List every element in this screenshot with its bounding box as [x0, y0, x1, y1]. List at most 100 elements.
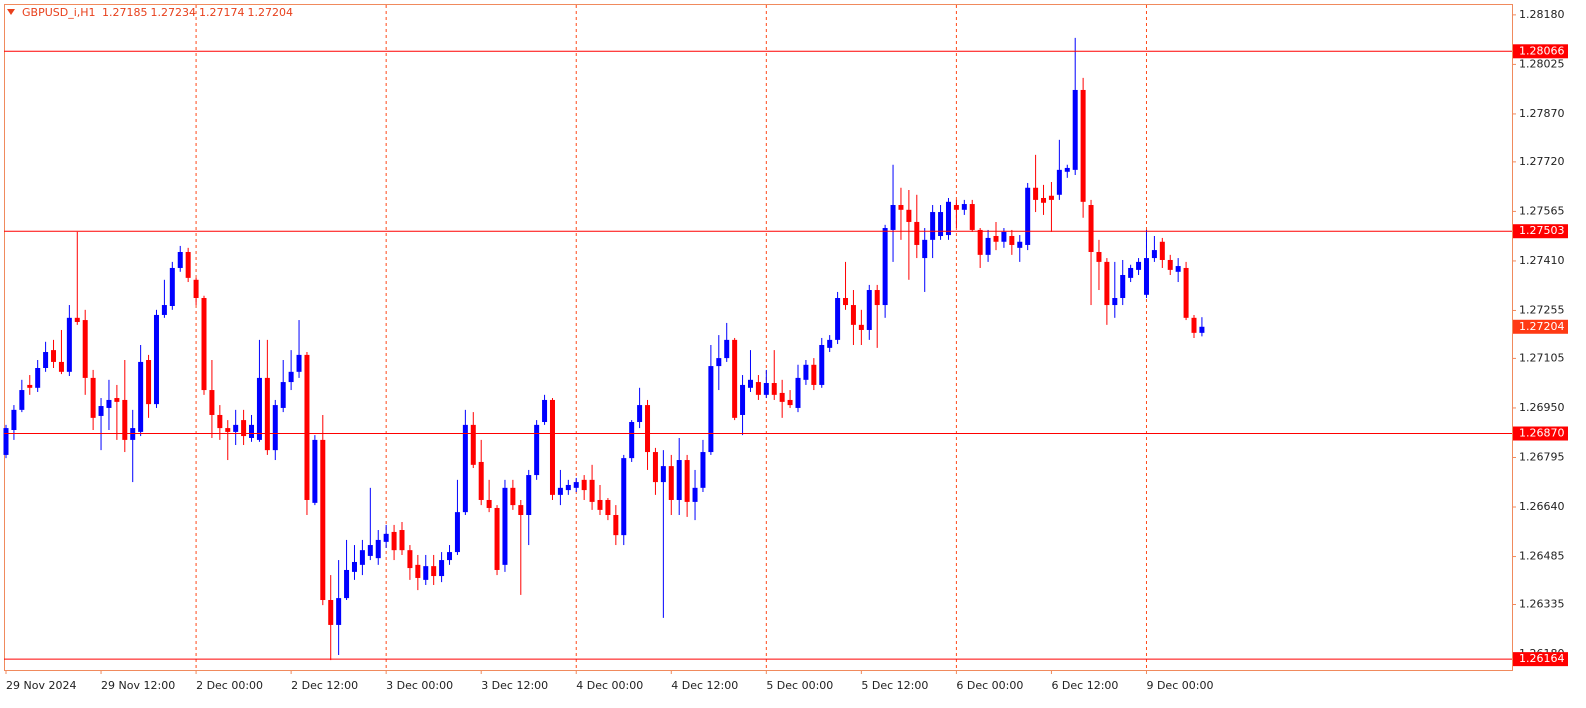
collapse-icon[interactable]	[7, 9, 15, 15]
candle-body	[803, 364, 809, 380]
candle-body	[439, 560, 445, 577]
candle-body	[106, 399, 112, 408]
header-low: 1.27174	[199, 6, 245, 19]
y-tick-label: 1.26335	[1519, 597, 1565, 610]
candle-body	[906, 209, 912, 222]
candle-body	[1096, 251, 1102, 262]
plot-border	[4, 4, 1513, 671]
candle-body	[391, 531, 397, 551]
candle-body	[399, 530, 405, 551]
candle-body	[716, 358, 722, 367]
x-tick-label: 5 Dec 12:00	[861, 679, 928, 692]
candle-body	[573, 482, 579, 488]
candle-body	[779, 392, 785, 402]
chart-title: GBPUSD_i,H1	[22, 6, 96, 19]
candle-body	[676, 460, 682, 500]
x-tick-label: 29 Nov 12:00	[101, 679, 175, 692]
x-tick-label: 29 Nov 2024	[6, 679, 76, 692]
candle-body	[288, 371, 294, 383]
candle-body	[407, 550, 413, 569]
candle-body	[344, 569, 350, 599]
candle-body	[518, 505, 524, 516]
candle-body	[1080, 89, 1086, 202]
candle-body	[637, 405, 643, 423]
candle-body	[1009, 236, 1015, 245]
candle-body	[177, 251, 183, 268]
candle-body	[146, 360, 152, 405]
y-tick-label: 1.27255	[1519, 303, 1565, 316]
header-high: 1.27234	[151, 6, 197, 19]
candle-body	[383, 533, 389, 542]
candle-body	[930, 212, 936, 240]
x-tick-label: 3 Dec 12:00	[481, 679, 548, 692]
candle-body	[684, 460, 690, 502]
candle-body	[605, 499, 611, 516]
candle-body	[185, 251, 191, 278]
candle-body	[193, 279, 199, 299]
candle-body	[328, 600, 334, 625]
x-tick-label: 4 Dec 00:00	[576, 679, 643, 692]
candle-body	[629, 422, 635, 459]
candle-body	[35, 367, 41, 388]
candle-body	[874, 290, 880, 306]
candle-body	[1191, 317, 1197, 333]
candle-body	[708, 366, 714, 453]
candle-body	[256, 377, 262, 440]
candle-body	[454, 512, 460, 553]
candle-body	[494, 507, 500, 570]
candle-body	[1167, 259, 1173, 270]
candle-body	[961, 204, 967, 210]
candle-body	[1088, 205, 1094, 252]
y-tick-label: 1.27410	[1519, 254, 1565, 267]
last-price-box	[1513, 319, 1568, 334]
candle-body	[819, 344, 825, 385]
candle-body	[589, 479, 595, 502]
candle-body	[985, 237, 991, 255]
candle-body	[1001, 231, 1007, 242]
candle-body	[510, 487, 516, 506]
candle-body	[1025, 187, 1031, 245]
candle-body	[359, 550, 365, 565]
y-tick-label: 1.26485	[1519, 550, 1565, 563]
x-tick-label: 3 Dec 00:00	[386, 679, 453, 692]
candle-body	[153, 314, 159, 405]
candle-body	[19, 390, 25, 410]
y-tick-label: 1.26640	[1519, 500, 1565, 513]
candle-body	[1017, 241, 1023, 248]
candle-body	[613, 515, 619, 536]
candle-body	[557, 487, 563, 495]
candle-body	[549, 399, 555, 495]
candle-body	[1143, 258, 1149, 295]
candle-body	[755, 382, 761, 395]
candle-body	[478, 461, 484, 500]
candle-body	[565, 484, 571, 491]
candle-body	[1120, 275, 1126, 299]
candle-body	[423, 566, 429, 580]
x-tick-label: 2 Dec 00:00	[196, 679, 263, 692]
candle-body	[724, 339, 730, 359]
candle-body	[233, 424, 239, 432]
y-tick-label: 1.27870	[1519, 107, 1565, 120]
candle-body	[835, 298, 841, 340]
level-label: 1.28066	[1519, 44, 1565, 57]
candle-body	[858, 324, 864, 330]
candle-body	[922, 239, 928, 259]
candle-body	[462, 424, 468, 513]
candle-body	[1128, 267, 1134, 278]
candle-body	[890, 205, 896, 230]
candle-body	[320, 439, 326, 601]
candle-body	[700, 452, 706, 488]
y-tick-label: 1.28025	[1519, 57, 1565, 70]
candle-body	[811, 364, 817, 385]
candle-body	[217, 414, 223, 429]
candle-body	[66, 317, 72, 372]
level-label: 1.26164	[1519, 652, 1565, 665]
candle-body	[1072, 89, 1078, 170]
candle-body	[241, 420, 247, 437]
candle-body	[953, 205, 959, 210]
candle-body	[827, 339, 833, 348]
candle-body	[486, 499, 492, 508]
candle-body	[122, 399, 128, 440]
y-tick-label: 1.26795	[1519, 450, 1565, 463]
